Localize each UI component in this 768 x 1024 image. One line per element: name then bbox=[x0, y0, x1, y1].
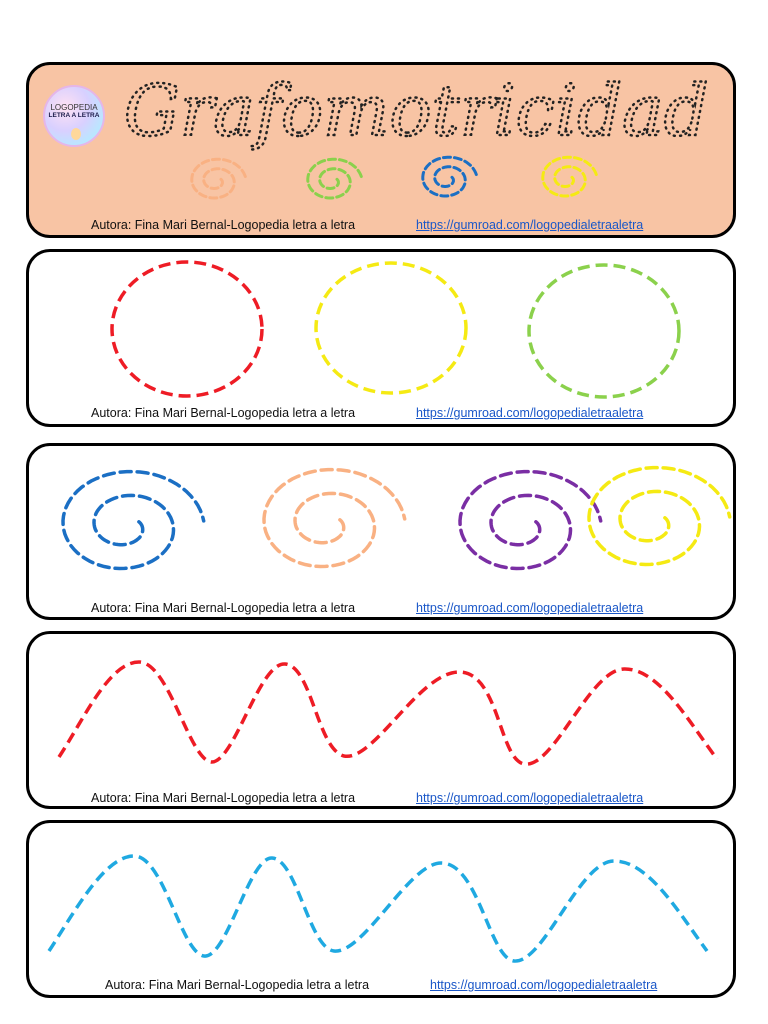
mini-dashed-spiral bbox=[541, 155, 599, 198]
wave-drawing-red bbox=[57, 660, 719, 766]
dashed-wave-blue bbox=[47, 854, 709, 963]
dashed-circle-green bbox=[527, 263, 681, 399]
author-credit: Autora: Fina Mari Bernal-Logopedia letra… bbox=[91, 406, 356, 420]
mini-spirals bbox=[190, 155, 599, 200]
dashed-wave-red bbox=[57, 660, 719, 766]
wave-panel-red: Autora: Fina Mari Bernal-Logopedia letra… bbox=[26, 631, 736, 809]
spirals-drawing bbox=[61, 465, 732, 571]
logo: LOGOPEDIA LETRA A LETRA bbox=[43, 85, 105, 147]
author-credit: Autora: Fina Mari Bernal-Logopedia letra… bbox=[105, 978, 370, 992]
dashed-spiral bbox=[587, 465, 732, 567]
circles-panel: Autora: Fina Mari Bernal-Logopedia letra… bbox=[26, 249, 736, 427]
gumroad-link[interactable]: https://gumroad.com/logopedialetraaletra bbox=[416, 601, 644, 615]
mini-dashed-spiral bbox=[190, 157, 248, 200]
logo-line1: LOGOPEDIA bbox=[50, 103, 98, 112]
mini-dashed-spiral bbox=[421, 155, 479, 198]
gumroad-link[interactable]: https://gumroad.com/logopedialetraaletra bbox=[416, 791, 644, 805]
logo-line2: LETRA A LETRA bbox=[48, 112, 100, 119]
wave-drawing-blue bbox=[47, 854, 709, 963]
dashed-spiral bbox=[458, 469, 603, 571]
header-drawing: Grafomotricidad bbox=[123, 69, 710, 200]
author-credit: Autora: Fina Mari Bernal-Logopedia letra… bbox=[91, 601, 356, 615]
spirals bbox=[61, 465, 732, 571]
gumroad-link[interactable]: https://gumroad.com/logopedialetraaletra bbox=[416, 406, 644, 420]
gumroad-link[interactable]: https://gumroad.com/logopedialetraaletra bbox=[416, 218, 644, 232]
circles-drawing bbox=[110, 260, 681, 399]
author-credit: Autora: Fina Mari Bernal-Logopedia letra… bbox=[91, 218, 356, 232]
page-title: Grafomotricidad bbox=[124, 70, 709, 152]
wave-panel-blue: Autora: Fina Mari Bernal-Logopedia letra… bbox=[26, 820, 736, 998]
dashed-spiral bbox=[61, 469, 206, 571]
spirals-panel: Autora: Fina Mari Bernal-Logopedia letra… bbox=[26, 443, 736, 620]
dashed-circle-yellow bbox=[314, 261, 468, 395]
dashed-spiral bbox=[262, 467, 407, 569]
gumroad-link[interactable]: https://gumroad.com/logopedialetraaletra bbox=[430, 978, 658, 992]
author-credit: Autora: Fina Mari Bernal-Logopedia letra… bbox=[91, 791, 356, 805]
mini-dashed-spiral bbox=[306, 157, 364, 200]
header-panel: LOGOPEDIA LETRA A LETRA Grafomotricidad … bbox=[26, 62, 736, 238]
dashed-circle-red bbox=[110, 260, 264, 398]
logo-face-icon bbox=[71, 128, 81, 140]
